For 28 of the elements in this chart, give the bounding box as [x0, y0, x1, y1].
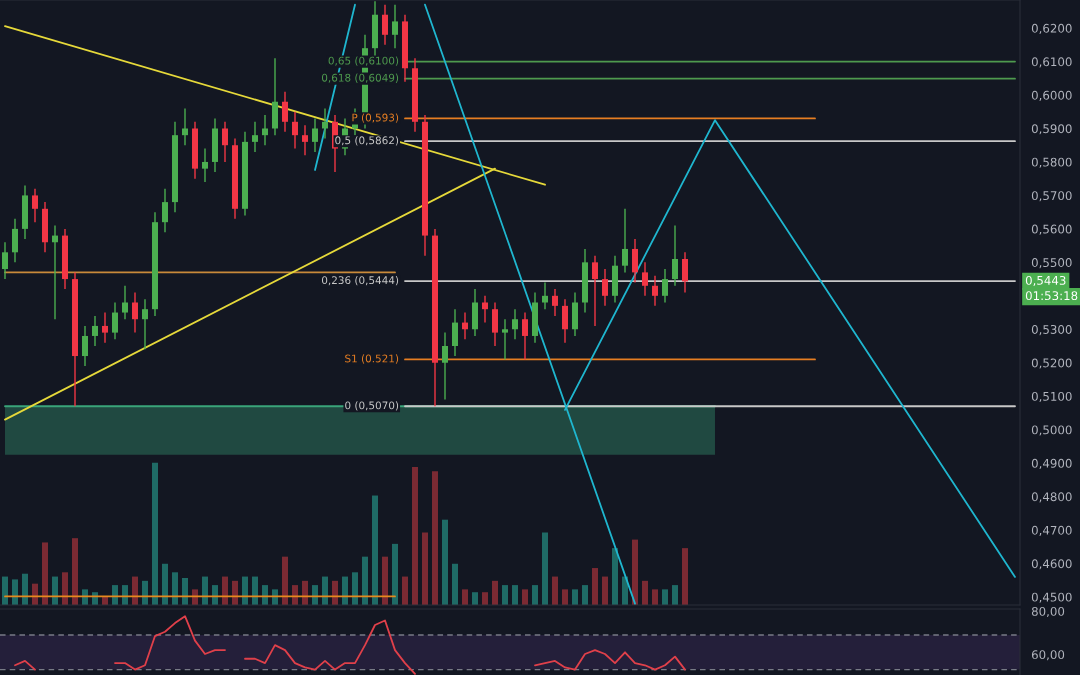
series-label: 0,65 (0,6100)	[328, 56, 399, 66]
y-tick-label: 0,5800	[1031, 157, 1072, 168]
y-tick-label: 0,5600	[1031, 224, 1072, 235]
y-tick-label: 0,4900	[1031, 458, 1072, 469]
y-tick-label: 0,5100	[1031, 391, 1072, 403]
y-tick-label: 0,4800	[1031, 492, 1072, 503]
y-tick-label: 0,4700	[1031, 525, 1072, 536]
series-label: 0,618 (0,6049)	[321, 73, 399, 83]
y-tick-label: 0,5500	[1031, 258, 1072, 269]
y-tick-label: 0,4500	[1031, 592, 1072, 603]
y-tick-label: 0,5900	[1031, 124, 1072, 135]
series-label: P (0,593)	[352, 113, 399, 123]
y-tick-label: 0,5700	[1031, 191, 1072, 202]
y-tick-label: 0,6200	[1031, 23, 1072, 34]
text: 0,5443	[1025, 275, 1066, 287]
series-label: 0 (0,5070)	[345, 401, 399, 411]
y-tick-label: 0,6100	[1031, 57, 1072, 68]
series-label: 0,5 (0,5862)	[335, 136, 399, 146]
y-tick-label: 0,5200	[1031, 358, 1072, 369]
series-label: S1 (0.521)	[345, 354, 399, 364]
y-tick-label: 80,00	[1031, 606, 1065, 618]
text: 01:53:18	[1025, 291, 1078, 301]
y-tick-label: 0,4600	[1031, 559, 1072, 570]
y-tick-label: 0,5300	[1031, 324, 1072, 336]
y-tick-label: 60,00	[1031, 650, 1065, 661]
y-tick-label: 0,6000	[1031, 90, 1072, 101]
series-label: 0,236 (0,5444)	[321, 276, 399, 286]
y-tick-label: 0,5000	[1031, 425, 1072, 436]
